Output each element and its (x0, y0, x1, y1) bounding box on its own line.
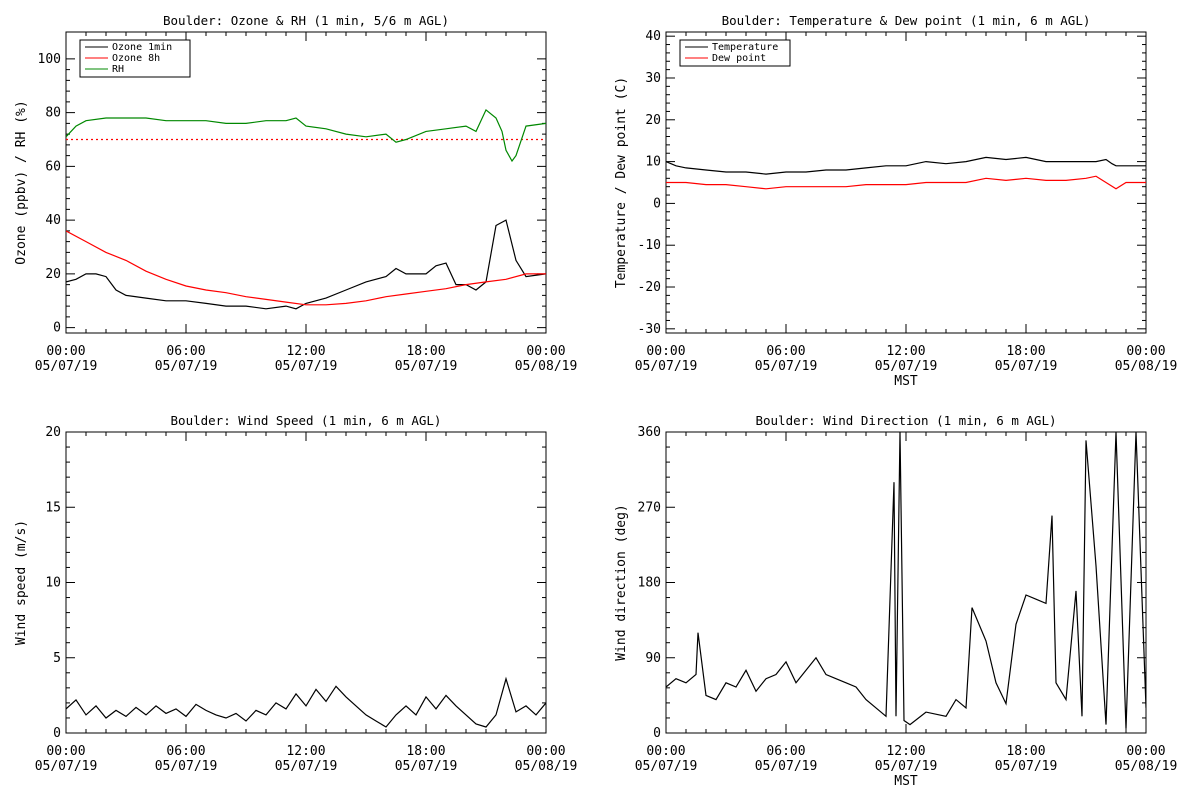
plot-frame (65, 431, 547, 734)
series-line-1 (666, 432, 1146, 729)
x-axis-label: MST (894, 374, 918, 389)
x-tick-time-label: 18:00 (406, 744, 445, 759)
chart-title: Boulder: Wind Speed (1 min, 6 m AGL) (171, 413, 442, 428)
x-tick-date-label: 05/07/19 (275, 359, 338, 374)
y-tick-label: 0 (53, 726, 61, 741)
x-tick-date-label: 05/07/19 (35, 759, 98, 774)
x-tick-date-label: 05/08/19 (1115, 359, 1178, 374)
series-line-2 (666, 175, 1146, 190)
y-axis-label: Wind direction (deg) (614, 504, 629, 661)
series-line-4 (66, 108, 546, 163)
x-tick-time-label: 12:00 (286, 744, 325, 759)
x-axis-label: MST (894, 774, 918, 789)
x-tick-time-label: 12:00 (286, 344, 325, 359)
x-tick-date-label: 05/08/19 (515, 359, 578, 374)
legend-label: RH (112, 64, 124, 75)
y-tick-label: 20 (45, 267, 61, 282)
y-tick-label: 15 (45, 500, 61, 515)
y-tick-label: 60 (45, 159, 61, 174)
series-line-2 (66, 230, 546, 306)
x-tick-date-label: 05/07/19 (995, 759, 1058, 774)
x-tick-time-label: 00:00 (46, 744, 85, 759)
x-tick-date-label: 05/07/19 (995, 359, 1058, 374)
y-axis-label: Wind speed (m/s) (14, 520, 29, 645)
y-tick-label: 30 (645, 71, 661, 86)
y-tick-label: 360 (638, 425, 661, 440)
x-tick-date-label: 05/07/19 (875, 359, 938, 374)
chart-title: Boulder: Wind Direction (1 min, 6 m AGL) (755, 413, 1056, 428)
y-tick-label: 5 (53, 651, 61, 666)
legend-label: Temperature (712, 42, 778, 53)
x-tick-time-label: 18:00 (1006, 344, 1045, 359)
x-tick-date-label: 05/07/19 (875, 759, 938, 774)
y-tick-label: 20 (45, 425, 61, 440)
y-tick-label: 10 (45, 576, 61, 591)
chart-title: Boulder: Temperature & Dew point (1 min,… (722, 13, 1091, 28)
x-tick-date-label: 05/07/19 (755, 759, 818, 774)
x-tick-date-label: 05/07/19 (395, 359, 458, 374)
x-tick-date-label: 05/07/19 (155, 759, 218, 774)
x-tick-date-label: 05/07/19 (635, 759, 698, 774)
x-tick-time-label: 18:00 (1006, 744, 1045, 759)
x-tick-time-label: 00:00 (646, 744, 685, 759)
x-tick-time-label: 00:00 (46, 344, 85, 359)
y-tick-label: -20 (638, 280, 661, 295)
y-tick-label: 0 (53, 321, 61, 336)
y-tick-label: 0 (653, 196, 661, 211)
x-tick-time-label: 00:00 (1126, 744, 1165, 759)
y-tick-label: 40 (45, 213, 61, 228)
series-line-1 (666, 156, 1146, 175)
y-tick-label: 270 (638, 500, 661, 515)
x-tick-time-label: 00:00 (526, 344, 565, 359)
y-tick-label: -30 (638, 322, 661, 337)
legend-label: Ozone 1min (112, 42, 172, 53)
chart-panel-2: Boulder: Temperature & Dew point (1 min,… (614, 13, 1177, 389)
x-tick-time-label: 00:00 (526, 744, 565, 759)
y-tick-label: -10 (638, 238, 661, 253)
plot-frame (665, 31, 1147, 334)
y-tick-label: 10 (645, 155, 661, 170)
y-tick-label: 20 (645, 113, 661, 128)
y-tick-label: 0 (653, 726, 661, 741)
legend-label: Dew point (712, 53, 766, 64)
x-tick-date-label: 05/07/19 (275, 759, 338, 774)
x-tick-date-label: 05/08/19 (1115, 759, 1178, 774)
legend-label: Ozone 8h (112, 53, 160, 64)
x-tick-time-label: 00:00 (646, 344, 685, 359)
x-tick-time-label: 06:00 (766, 744, 805, 759)
x-tick-time-label: 06:00 (766, 344, 805, 359)
x-tick-date-label: 05/07/19 (155, 359, 218, 374)
x-tick-time-label: 00:00 (1126, 344, 1165, 359)
x-tick-time-label: 18:00 (406, 344, 445, 359)
legend-box (679, 39, 791, 67)
x-tick-time-label: 06:00 (166, 744, 205, 759)
x-tick-date-label: 05/08/19 (515, 759, 578, 774)
series-line-1 (66, 219, 546, 310)
x-tick-time-label: 12:00 (886, 344, 925, 359)
y-tick-label: 40 (645, 29, 661, 44)
x-tick-date-label: 05/07/19 (755, 359, 818, 374)
y-tick-label: 90 (645, 651, 661, 666)
x-tick-date-label: 05/07/19 (395, 759, 458, 774)
y-axis-label: Ozone (ppbv) / RH (%) (14, 100, 29, 264)
chart-title: Boulder: Ozone & RH (1 min, 5/6 m AGL) (163, 13, 449, 28)
x-tick-time-label: 06:00 (166, 344, 205, 359)
plot-frame (665, 431, 1147, 734)
x-tick-date-label: 05/07/19 (635, 359, 698, 374)
chart-panel-4: Boulder: Wind Direction (1 min, 6 m AGL)… (614, 413, 1177, 789)
y-tick-label: 80 (45, 106, 61, 121)
chart-panel-1: Boulder: Ozone & RH (1 min, 5/6 m AGL) 0 2… (14, 13, 577, 374)
series-line-1 (66, 676, 546, 728)
chart-panel-3: Boulder: Wind Speed (1 min, 6 m AGL) 0 5 10… (14, 413, 577, 774)
y-tick-label: 100 (38, 52, 61, 67)
y-axis-label: Temperature / Dew point (C) (614, 77, 629, 288)
y-tick-label: 180 (638, 576, 661, 591)
x-tick-time-label: 12:00 (886, 744, 925, 759)
x-tick-date-label: 05/07/19 (35, 359, 98, 374)
